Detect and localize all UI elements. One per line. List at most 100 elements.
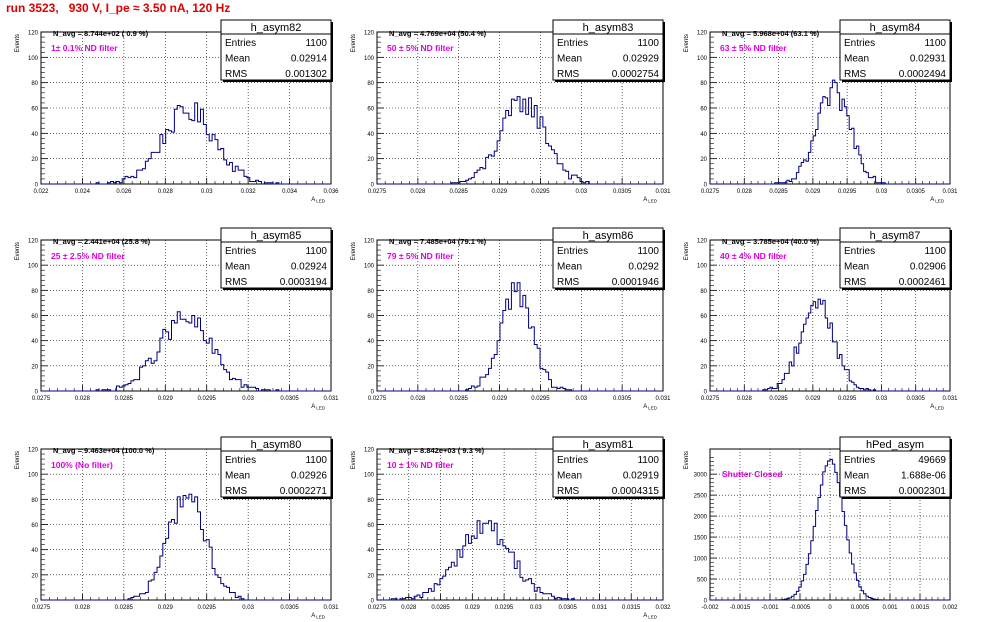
stats-box <box>839 436 951 498</box>
filter-label: 50 ± 5% ND filter <box>387 43 454 53</box>
histogram-name: h_asym85 <box>251 230 302 242</box>
stats-value: 0.0002461 <box>899 277 947 288</box>
y-tick-label: 60 <box>31 314 38 320</box>
stats-value: 1.688e-06 <box>901 471 946 482</box>
x-axis-title: ALED <box>311 197 326 204</box>
y-tick-label: 20 <box>31 157 38 163</box>
y-tick-label: 2500 <box>694 494 708 500</box>
y-tick-label: 20 <box>367 573 374 579</box>
stats-shadow-right <box>663 230 665 290</box>
stats-shadow-right <box>331 230 333 290</box>
stats-value: 0.0003194 <box>280 277 328 288</box>
histogram-name: h_asym82 <box>251 22 302 34</box>
stats-label: Mean <box>557 262 582 273</box>
stats-value: 0.02924 <box>291 262 328 273</box>
x-axis-title: ALED <box>311 613 326 620</box>
stats-value: 1100 <box>637 246 659 257</box>
stats-label: Mean <box>844 262 869 273</box>
x-tick-label: 0.0275 <box>368 189 387 195</box>
stats-value: 0.001302 <box>285 69 327 80</box>
navg-label: N_avg = 8.842e+03 ( 9.3 %) <box>389 446 485 455</box>
stats-label: RMS <box>844 277 867 288</box>
y-tick-label: 80 <box>367 289 374 295</box>
x-tick-label: 0.031 <box>942 396 958 402</box>
x-tick-label: 0.0295 <box>198 396 217 402</box>
histogram-name: h_asym87 <box>870 230 921 242</box>
filter-label: 79 ± 5% ND filter <box>387 251 454 261</box>
filter-label: Shutter Closed <box>722 469 782 479</box>
y-tick-label: 40 <box>367 339 374 345</box>
y-tick-label: 20 <box>31 573 38 579</box>
x-tick-label: 0.031 <box>323 396 339 402</box>
x-tick-label: 0.0275 <box>368 605 387 611</box>
y-tick-label: 1000 <box>694 557 708 563</box>
stats-shadow-bottom <box>555 497 665 499</box>
histogram-name: h_asym83 <box>583 22 634 34</box>
filter-label: 63 ± 5% ND filter <box>720 43 787 53</box>
stats-label: Entries <box>844 455 875 466</box>
stats-value: 1100 <box>924 38 946 49</box>
stats-value: 0.0002301 <box>899 486 947 497</box>
y-axis-title: Events <box>15 34 21 52</box>
y-tick-label: 60 <box>700 314 707 320</box>
stats-value: 0.0002271 <box>280 486 328 497</box>
x-tick-label: 0.0285 <box>115 396 134 402</box>
panel-h_asym84: 0.0275 0.028 0.0285 0.029 0.0295 0.03 0.0305 0.… <box>684 19 958 204</box>
stats-shadow-right <box>663 22 665 82</box>
x-tick-label: 0.034 <box>282 189 298 195</box>
histogram-line <box>41 493 331 601</box>
run-title: run 3523, 930 V, I_pe ≈ 3.50 nA, 120 Hz <box>6 1 231 15</box>
y-tick-label: 100 <box>697 264 708 270</box>
filter-label: 40 ± 4% ND filter <box>720 251 787 261</box>
stats-box <box>552 19 664 81</box>
x-tick-label: 0.028 <box>75 605 91 611</box>
x-tick-label: 0.03 <box>530 605 542 611</box>
x-tick-label: 0.03 <box>575 396 587 402</box>
x-tick-label: 0.028 <box>75 396 91 402</box>
y-axis-title: Events <box>351 242 357 260</box>
x-axis-title: ALED <box>643 613 658 620</box>
y-tick-label: 20 <box>367 364 374 370</box>
y-tick-label: 100 <box>364 56 375 62</box>
histogram-name: h_asym80 <box>251 439 302 451</box>
x-tick-label: 0.031 <box>655 189 671 195</box>
x-tick-label: 0.031 <box>323 605 339 611</box>
x-tick-label: -0.0005 <box>790 605 811 611</box>
x-tick-label: 0.03 <box>201 189 213 195</box>
x-tick-label: 0.0275 <box>32 605 51 611</box>
x-tick-label: 0.031 <box>942 189 958 195</box>
y-axis-title: Events <box>15 451 21 469</box>
stats-value: 1100 <box>305 246 327 257</box>
y-tick-label: 80 <box>700 81 707 87</box>
y-tick-label: 20 <box>31 364 38 370</box>
y-tick-label: 80 <box>31 289 38 295</box>
stats-shadow-bottom <box>223 497 333 499</box>
stats-label: RMS <box>557 486 580 497</box>
stats-shadow-bottom <box>842 80 952 82</box>
y-tick-label: 120 <box>28 31 39 37</box>
stats-value: 0.0001946 <box>612 277 660 288</box>
panel-h_asym85: 0.0275 0.028 0.0285 0.029 0.0295 0.03 0.0305 0.… <box>15 227 339 411</box>
stats-box <box>839 19 951 81</box>
y-tick-label: 120 <box>364 239 375 245</box>
stats-value: 0.02929 <box>623 54 660 65</box>
y-tick-label: 100 <box>364 473 375 479</box>
x-tick-label: -0.001 <box>761 605 779 611</box>
filter-label: 10 ± 1% ND filter <box>387 460 454 470</box>
x-tick-label: 0.0305 <box>907 189 926 195</box>
y-tick-label: 0 <box>704 183 708 189</box>
stats-shadow-bottom <box>223 288 333 290</box>
y-axis-title: Events <box>684 242 690 260</box>
x-tick-label: 0.0015 <box>911 605 930 611</box>
x-axis-title: ALED <box>930 404 945 411</box>
filter-label: 1± 0.1% ND filter <box>51 43 118 53</box>
x-tick-label: 0.028 <box>737 396 753 402</box>
navg-label: N_avg = 3.785e+04 (40.0 %) <box>722 237 820 246</box>
y-tick-label: 40 <box>700 339 707 345</box>
y-tick-label: 100 <box>364 264 375 270</box>
x-tick-label: 0.0305 <box>280 396 299 402</box>
stats-value: 0.0004315 <box>612 486 660 497</box>
navg-label: N_avg = 9.463e+04 (100.0 %) <box>53 446 155 455</box>
x-tick-label: 0.002 <box>942 605 958 611</box>
stats-box <box>220 227 332 289</box>
